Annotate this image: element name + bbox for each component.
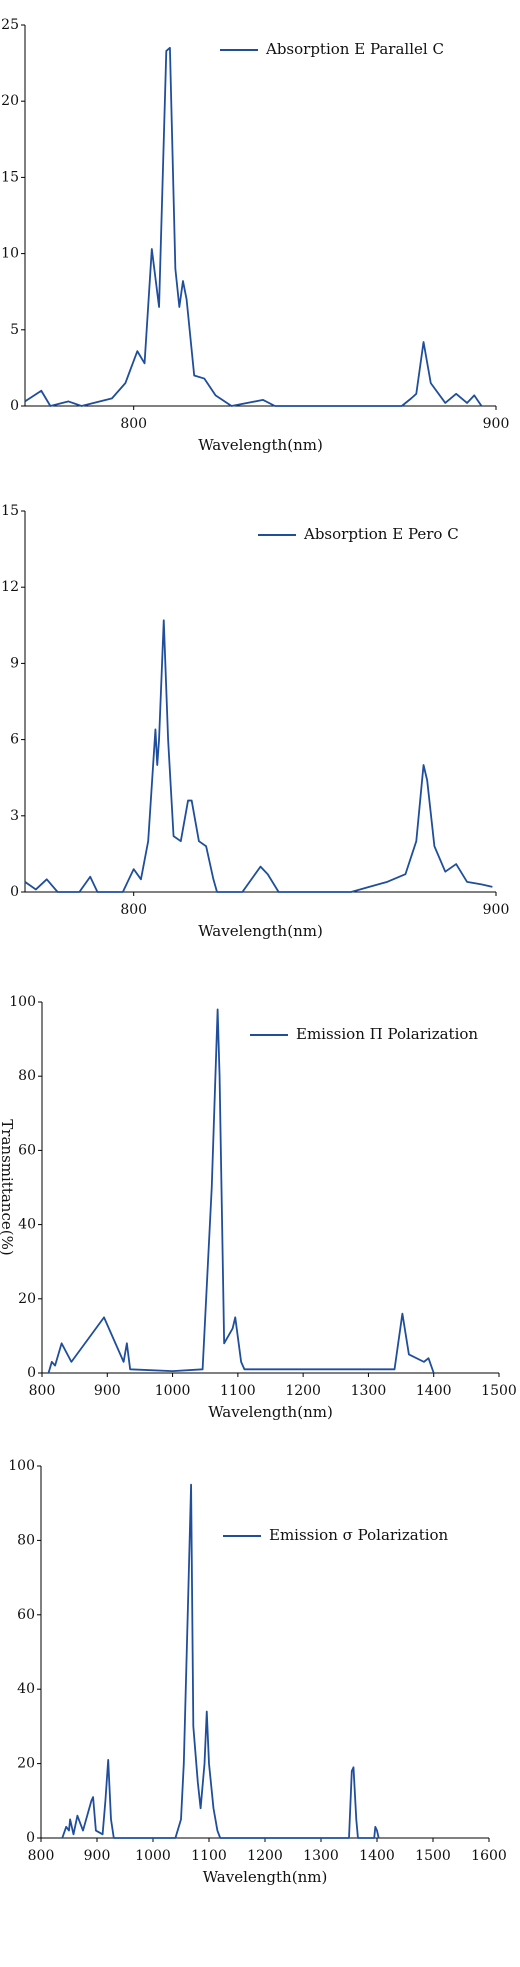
y-tick-label: 80 bbox=[18, 1068, 36, 1084]
y-axis-title: Transmittance(%) bbox=[0, 1119, 16, 1255]
legend-label: Absorption E Parallel C bbox=[265, 40, 444, 58]
x-tick-label: 1200 bbox=[285, 1383, 321, 1399]
y-tick-label: 9 bbox=[10, 655, 19, 671]
x-tick-label: 1600 bbox=[471, 1848, 507, 1864]
x-tick-label: 900 bbox=[84, 1848, 111, 1864]
x-tick-label: 1400 bbox=[359, 1848, 395, 1864]
x-axis-title: Wavelength(nm) bbox=[203, 1868, 328, 1886]
y-tick-label: 60 bbox=[17, 1607, 35, 1623]
x-tick-label: 1300 bbox=[351, 1383, 387, 1399]
y-tick-label: 0 bbox=[27, 1365, 36, 1381]
x-tick-label: 900 bbox=[94, 1383, 121, 1399]
data-line bbox=[61, 1483, 380, 1839]
y-tick-label: 40 bbox=[18, 1217, 36, 1233]
x-tick-label: 1500 bbox=[481, 1383, 517, 1399]
y-tick-label: 15 bbox=[1, 503, 19, 519]
y-tick-label: 0 bbox=[10, 398, 19, 414]
y-tick-label: 0 bbox=[26, 1830, 35, 1846]
data-line bbox=[24, 619, 493, 893]
y-tick-label: 100 bbox=[8, 1458, 35, 1474]
x-tick-label: 1400 bbox=[416, 1383, 452, 1399]
legend-label: Emission Π Polarization bbox=[296, 1025, 478, 1043]
y-tick-label: 12 bbox=[1, 579, 19, 595]
x-tick-label: 1500 bbox=[415, 1848, 451, 1864]
x-tick-label: 1000 bbox=[155, 1383, 191, 1399]
y-tick-label: 20 bbox=[18, 1291, 36, 1307]
x-tick-label: 1100 bbox=[220, 1383, 256, 1399]
data-line bbox=[47, 1008, 435, 1374]
y-tick-label: 15 bbox=[1, 169, 19, 185]
x-axis-title: Wavelength(nm) bbox=[198, 922, 323, 940]
x-tick-label: 1300 bbox=[303, 1848, 339, 1864]
x-tick-label: 800 bbox=[29, 1383, 56, 1399]
x-tick-label: 1000 bbox=[135, 1848, 171, 1864]
y-tick-label: 25 bbox=[1, 17, 19, 33]
y-tick-label: 5 bbox=[10, 322, 19, 338]
y-tick-label: 10 bbox=[1, 246, 19, 262]
y-tick-label: 60 bbox=[18, 1142, 36, 1158]
legend-label: Emission σ Polarization bbox=[269, 1526, 449, 1544]
y-tick-label: 40 bbox=[17, 1681, 35, 1697]
x-tick-label: 800 bbox=[120, 902, 147, 918]
x-tick-label: 800 bbox=[28, 1848, 55, 1864]
x-tick-label: 1100 bbox=[191, 1848, 227, 1864]
y-tick-label: 20 bbox=[17, 1756, 35, 1772]
data-line bbox=[24, 46, 483, 407]
x-axis-title: Wavelength(nm) bbox=[208, 1403, 333, 1421]
x-tick-label: 800 bbox=[120, 416, 147, 432]
x-tick-label: 1200 bbox=[247, 1848, 283, 1864]
x-tick-label: 900 bbox=[483, 416, 510, 432]
y-tick-label: 100 bbox=[9, 994, 36, 1010]
y-tick-label: 20 bbox=[1, 93, 19, 109]
legend-label: Absorption E Pero C bbox=[303, 525, 459, 543]
y-tick-label: 80 bbox=[17, 1532, 35, 1548]
x-tick-label: 900 bbox=[483, 902, 510, 918]
x-axis-title: Wavelength(nm) bbox=[198, 436, 323, 454]
y-tick-label: 0 bbox=[10, 884, 19, 900]
y-tick-label: 6 bbox=[10, 732, 19, 748]
y-tick-label: 3 bbox=[10, 808, 19, 824]
